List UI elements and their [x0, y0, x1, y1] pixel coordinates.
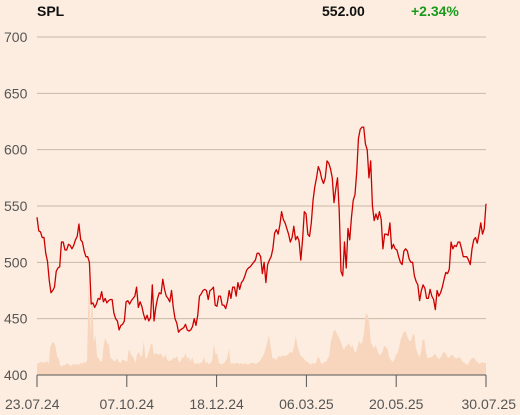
y-tick-label: 500 — [4, 254, 28, 270]
y-tick-label: 450 — [4, 311, 28, 327]
y-tick-label: 550 — [4, 198, 28, 214]
price-change: +2.34% — [411, 3, 459, 19]
last-price: 552.00 — [322, 3, 365, 19]
volume-area — [37, 277, 486, 375]
x-tick-label: 06.03.25 — [279, 396, 334, 412]
x-tick-label: 23.07.24 — [5, 396, 60, 412]
x-tick-label: 20.05.25 — [369, 396, 424, 412]
x-tick-label: 30.07.25 — [462, 396, 517, 412]
y-tick-label: 600 — [4, 142, 28, 158]
y-tick-label: 650 — [4, 85, 28, 101]
x-tick-label: 07.10.24 — [100, 396, 155, 412]
y-tick-label: 400 — [4, 367, 28, 383]
ticker-symbol: SPL — [37, 3, 65, 19]
y-tick-label: 700 — [4, 29, 28, 45]
price-line — [36, 126, 487, 333]
x-tick-label: 18.12.24 — [189, 396, 244, 412]
